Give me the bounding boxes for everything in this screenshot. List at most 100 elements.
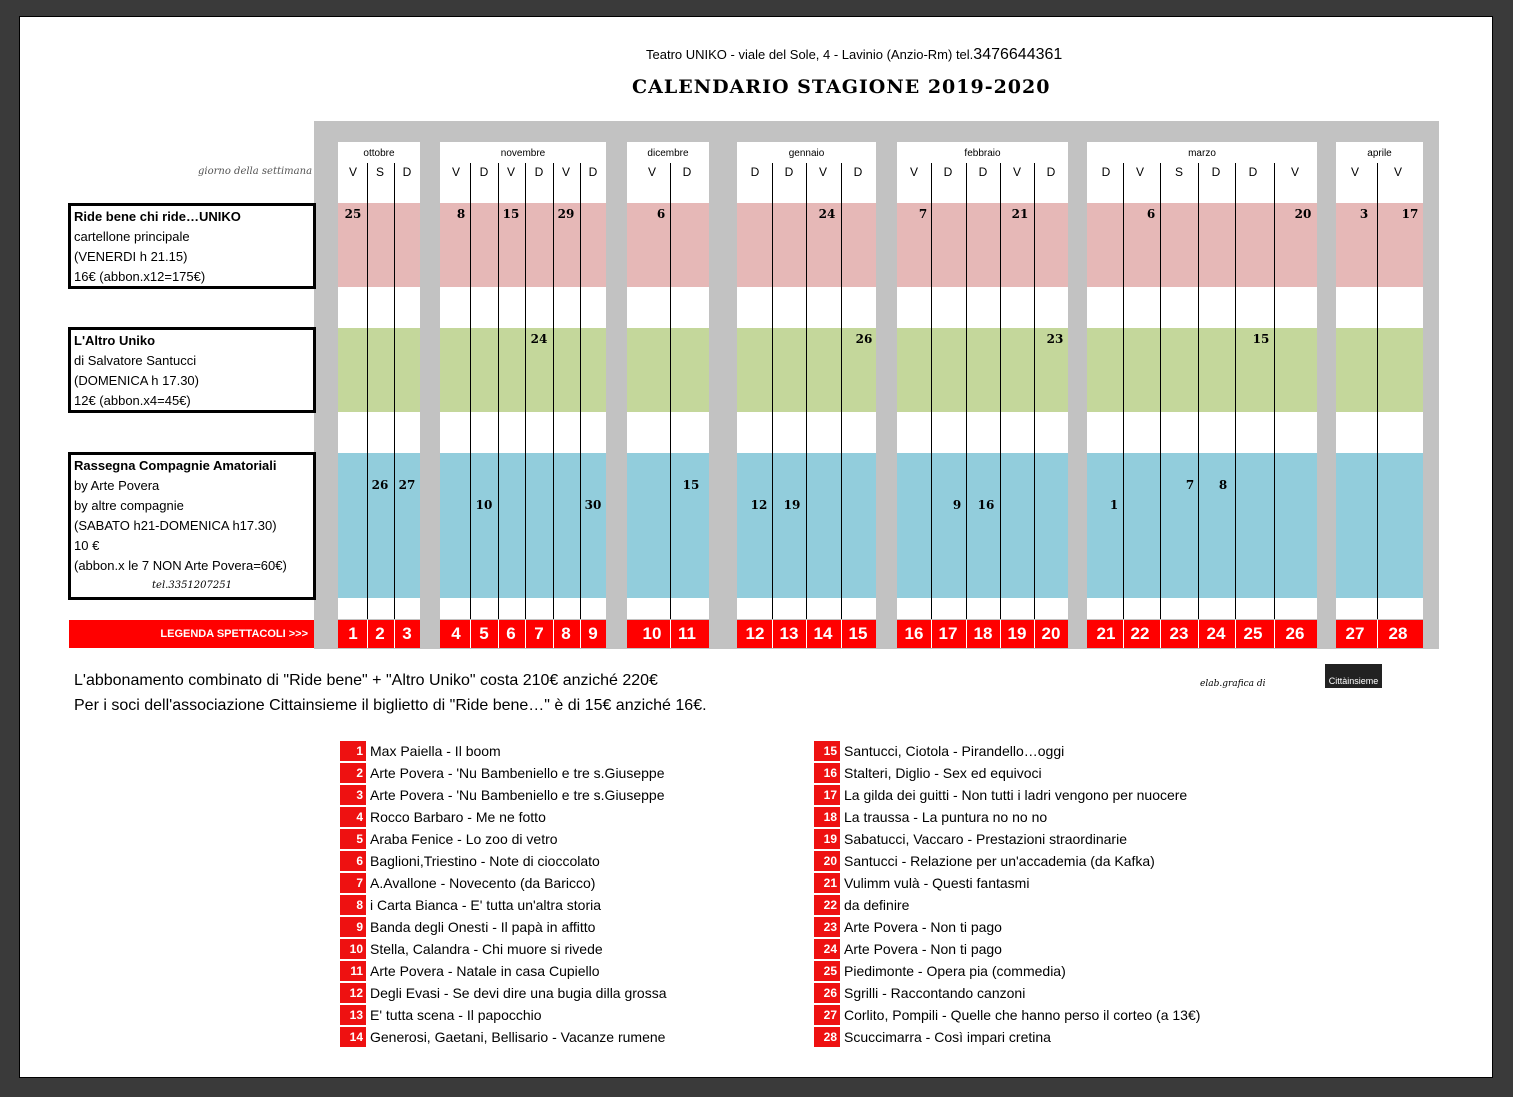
weekday-letter: D xyxy=(853,165,863,179)
show-date: 10 xyxy=(475,498,493,512)
theatre-phone: 3476644361 xyxy=(973,46,1063,63)
legend-separator xyxy=(525,620,526,648)
category-title: Rassegna Compagnie Amatoriali xyxy=(74,458,277,473)
show-title: Sabatucci, Vaccaro - Prestazioni straord… xyxy=(844,831,1127,847)
show-number: 8 xyxy=(340,895,366,916)
show-list-item: 7 A.Avallone - Novecento (da Baricco) xyxy=(340,873,595,895)
show-date: 6 xyxy=(1146,207,1156,221)
show-number: 26 xyxy=(814,983,840,1004)
legend-number: 1 xyxy=(348,624,358,643)
show-list-item: 14 Generosi, Gaetani, Bellisario - Vacanz… xyxy=(340,1027,665,1049)
legend-number: 28 xyxy=(1388,624,1408,643)
show-list-item: 3 Arte Povera - 'Nu Bambeniello e tre s.G… xyxy=(340,785,665,807)
legend-number: 4 xyxy=(451,624,461,643)
category-band xyxy=(627,203,709,287)
weekday-letter: D xyxy=(943,165,953,179)
show-title: Degli Evasi - Se devi dire una bugia dil… xyxy=(370,985,667,1001)
show-list-item: 17 La gilda dei guitti - Non tutti i ladr… xyxy=(814,785,1187,807)
show-date: 20 xyxy=(1294,207,1312,221)
show-title: Vulimm vulà - Questi fantasmi xyxy=(844,875,1030,891)
weekday-letter: D xyxy=(534,165,544,179)
category-band xyxy=(440,453,606,598)
show-date: 8 xyxy=(1218,478,1228,492)
weekday-letter: V xyxy=(1350,165,1359,179)
category-band xyxy=(897,328,1068,412)
show-list-item: 16 Stalteri, Diglio - Sex ed equivoci xyxy=(814,763,1042,785)
legend-separator xyxy=(367,620,368,648)
show-list-item: 22 da definire xyxy=(814,895,909,917)
legend-bar xyxy=(440,620,606,648)
show-list-item: 10 Stella, Calandra - Chi muore si rivede xyxy=(340,939,603,961)
show-date: 26 xyxy=(371,478,389,492)
show-number: 3 xyxy=(340,785,366,806)
legend-number: 19 xyxy=(1007,624,1027,643)
category-line: 10 € xyxy=(74,538,100,553)
month-name: marzo xyxy=(1188,148,1216,159)
column-separator xyxy=(470,163,471,619)
category-rassegna: Rassegna Compagnie Amatoriali by Arte Po… xyxy=(68,452,316,600)
show-list-item: 20 Santucci - Relazione per un'accademia … xyxy=(814,851,1155,873)
month-name: aprile xyxy=(1367,148,1392,159)
show-date: 7 xyxy=(1185,478,1195,492)
column-separator xyxy=(1377,163,1378,619)
category-line: by Arte Povera xyxy=(74,478,160,493)
legend-label: LEGENDA SPETTACOLI >>> xyxy=(69,620,314,648)
legend-separator xyxy=(772,620,773,648)
show-date: 30 xyxy=(584,498,602,512)
legend-separator xyxy=(670,620,671,648)
legend-bar xyxy=(627,620,709,648)
show-number: 27 xyxy=(814,1005,840,1026)
show-date: 26 xyxy=(855,332,873,346)
show-date: 19 xyxy=(783,498,801,512)
legend-separator xyxy=(498,620,499,648)
legend-number: 8 xyxy=(561,624,571,643)
legend-number: 15 xyxy=(848,624,868,643)
show-title: Arte Povera - 'Nu Bambeniello e tre s.Gi… xyxy=(370,765,665,781)
weekday-letter: V xyxy=(451,165,460,179)
legend-number: 5 xyxy=(479,624,489,643)
category-altro-uniko: L'Altro Uniko di Salvatore Santucci (DOM… xyxy=(68,327,316,413)
show-date: 17 xyxy=(1401,207,1419,221)
legend-number: 18 xyxy=(973,624,993,643)
legend-number: 10 xyxy=(642,624,662,643)
legend-separator xyxy=(1034,620,1035,648)
note-combined-subscription: L'abbonamento combinato di "Ride bene" +… xyxy=(74,672,658,689)
column-separator xyxy=(525,163,526,619)
show-list-item: 23 Arte Povera - Non ti pago xyxy=(814,917,1002,939)
show-list-item: 21 Vulimm vulà - Questi fantasmi xyxy=(814,873,1029,895)
column-separator xyxy=(1034,163,1035,619)
theatre-info: Teatro UNIKO - viale del Sole, 4 - Lavin… xyxy=(646,46,1062,64)
category-ride-bene: Ride bene chi ride…UNIKO cartellone prin… xyxy=(68,203,316,289)
show-list-item: 5 Araba Fenice - Lo zoo di vetro xyxy=(340,829,558,851)
column-separator xyxy=(1123,163,1124,619)
category-band xyxy=(627,453,709,598)
column-separator xyxy=(1235,163,1236,619)
legend-separator xyxy=(470,620,471,648)
legend-number: 12 xyxy=(745,624,765,643)
legend-separator xyxy=(1235,620,1236,648)
show-number: 16 xyxy=(814,763,840,784)
legend-number: 2 xyxy=(375,624,385,643)
legend-separator xyxy=(1377,620,1378,648)
legend-separator xyxy=(1000,620,1001,648)
weekday-letter: D xyxy=(1046,165,1056,179)
show-title: Sgrilli - Raccontando canzoni xyxy=(844,985,1026,1001)
show-date: 15 xyxy=(682,478,700,492)
show-date: 21 xyxy=(1011,207,1029,221)
show-title: i Carta Bianca - E' tutta un'altra stori… xyxy=(370,897,602,913)
show-list-item: 27 Corlito, Pompili - Quelle che hanno pe… xyxy=(814,1005,1200,1027)
category-band xyxy=(338,203,420,287)
show-date: 29 xyxy=(557,207,575,221)
show-number: 4 xyxy=(340,807,366,828)
category-band xyxy=(897,453,1068,598)
weekday-letter: D xyxy=(1211,165,1221,179)
show-number: 17 xyxy=(814,785,840,806)
weekday-letter: V xyxy=(506,165,515,179)
column-separator xyxy=(367,163,368,619)
legend-number: 7 xyxy=(534,624,544,643)
month-name: novembre xyxy=(500,148,546,159)
month-name: gennaio xyxy=(788,148,825,159)
column-separator xyxy=(498,163,499,619)
show-date: 15 xyxy=(1252,332,1270,346)
legend-separator xyxy=(966,620,967,648)
